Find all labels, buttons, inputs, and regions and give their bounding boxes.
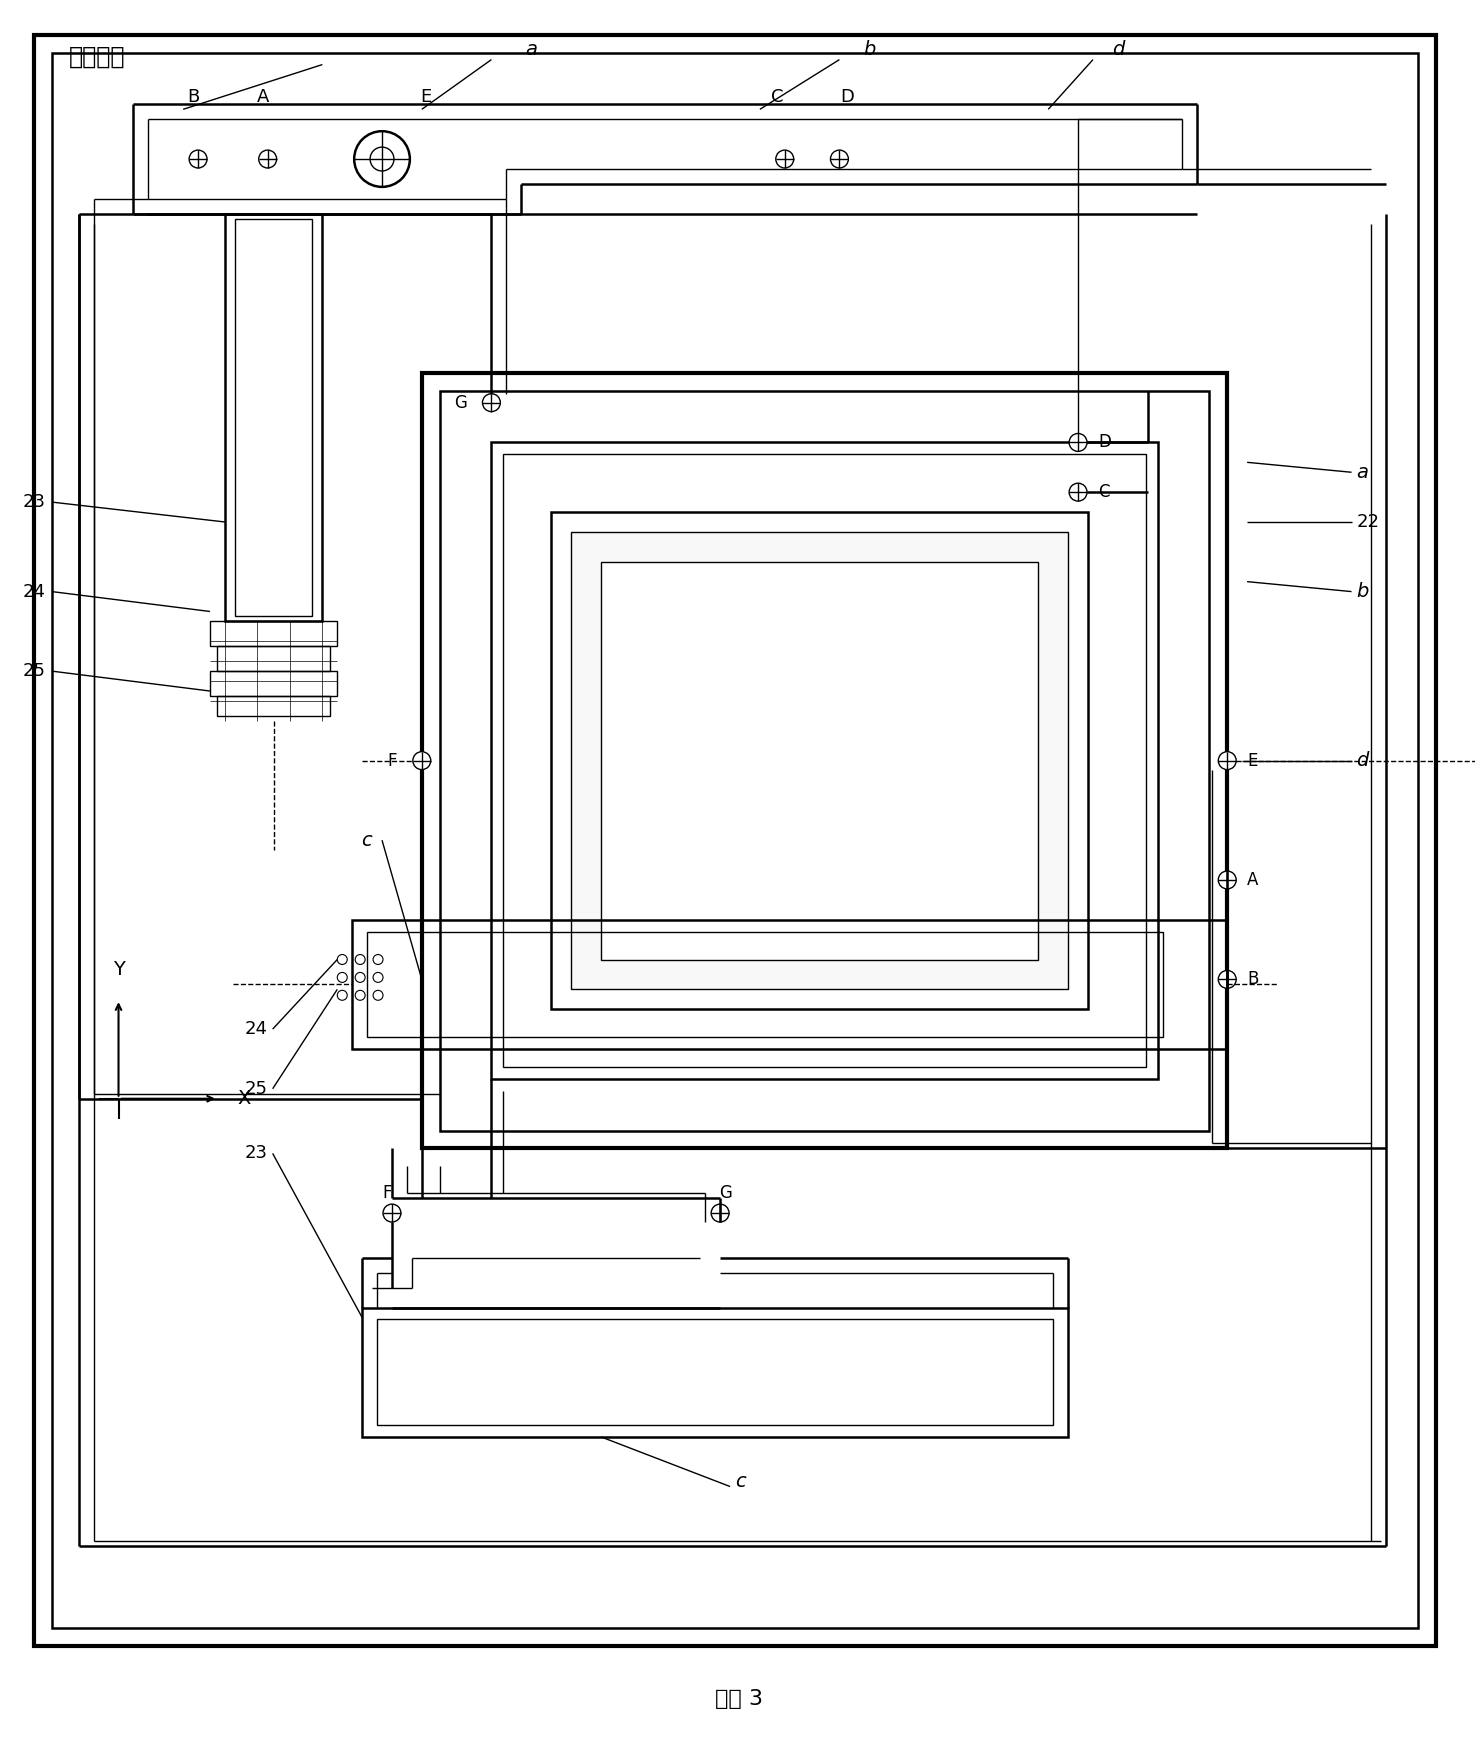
Bar [235, 218, 312, 616]
Circle shape [373, 973, 383, 982]
Bar [362, 1308, 1068, 1437]
Circle shape [355, 973, 365, 982]
Bar [210, 621, 337, 647]
Bar [210, 671, 337, 696]
Bar [422, 373, 1228, 1149]
Text: 局部放大: 局部放大 [70, 45, 126, 68]
Circle shape [1219, 970, 1236, 989]
Text: B: B [186, 89, 200, 106]
Circle shape [337, 973, 348, 982]
Circle shape [711, 1203, 729, 1223]
Circle shape [355, 991, 365, 1001]
Text: E: E [420, 89, 430, 106]
Bar [217, 696, 330, 715]
Text: Y: Y [112, 961, 124, 980]
Circle shape [337, 954, 348, 964]
Text: 24: 24 [244, 1020, 268, 1038]
Circle shape [776, 150, 794, 167]
Circle shape [259, 150, 277, 167]
Circle shape [337, 991, 348, 1001]
Text: c: c [361, 830, 373, 849]
Bar [439, 391, 1210, 1130]
Bar [571, 532, 1068, 989]
Bar [503, 455, 1146, 1067]
Bar [491, 443, 1158, 1080]
Bar [352, 919, 1228, 1048]
Text: B: B [1247, 970, 1259, 989]
Text: d: d [1356, 752, 1370, 771]
Circle shape [373, 954, 383, 964]
Text: E: E [1247, 752, 1257, 769]
Circle shape [831, 150, 849, 167]
Text: C: C [1097, 483, 1109, 501]
Circle shape [353, 131, 410, 187]
Text: 22: 22 [1356, 513, 1380, 530]
Text: 23: 23 [244, 1144, 268, 1163]
Circle shape [1219, 752, 1236, 769]
Text: F: F [382, 1184, 392, 1202]
Text: 24: 24 [24, 582, 46, 600]
Circle shape [413, 752, 430, 769]
Circle shape [189, 150, 207, 167]
Text: X: X [238, 1090, 251, 1107]
Text: D: D [1097, 434, 1111, 452]
Text: b: b [864, 40, 876, 59]
Bar [552, 513, 1089, 1010]
Bar [367, 931, 1162, 1038]
Circle shape [1069, 434, 1087, 452]
Text: b: b [1356, 582, 1370, 602]
Text: D: D [840, 89, 855, 106]
Circle shape [370, 146, 393, 171]
Text: 23: 23 [24, 494, 46, 511]
Circle shape [355, 954, 365, 964]
Text: C: C [771, 89, 782, 106]
Bar [217, 647, 330, 671]
Text: 25: 25 [244, 1080, 268, 1097]
Text: G: G [719, 1184, 732, 1202]
Bar [377, 1320, 1053, 1425]
Text: A: A [256, 89, 269, 106]
Bar [225, 215, 322, 621]
Text: a: a [1356, 462, 1368, 481]
Bar [600, 562, 1038, 959]
Circle shape [482, 394, 500, 412]
Circle shape [1219, 870, 1236, 889]
Text: c: c [735, 1472, 745, 1491]
Text: d: d [1112, 40, 1124, 59]
Text: 附图 3: 附图 3 [714, 1690, 763, 1709]
Text: F: F [387, 752, 396, 769]
Circle shape [383, 1203, 401, 1223]
Text: a: a [525, 40, 537, 59]
Circle shape [1069, 483, 1087, 501]
Text: G: G [454, 394, 466, 412]
Circle shape [373, 991, 383, 1001]
Text: 25: 25 [24, 663, 46, 680]
Text: A: A [1247, 870, 1259, 889]
